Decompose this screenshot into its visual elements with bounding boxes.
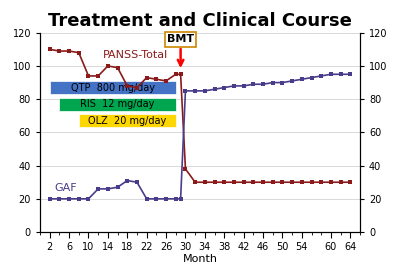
Bar <box>59 97 176 111</box>
Text: PANSS-Total: PANSS-Total <box>103 50 168 60</box>
Text: QTP  800 mg/day: QTP 800 mg/day <box>71 82 155 93</box>
Text: RIS  12 mg/day: RIS 12 mg/day <box>80 99 155 109</box>
X-axis label: Month: Month <box>182 254 218 264</box>
Text: OLZ  20 mg/day: OLZ 20 mg/day <box>88 116 166 126</box>
Title: Treatment and Clinical Course: Treatment and Clinical Course <box>48 12 352 30</box>
Text: GAF: GAF <box>54 183 77 192</box>
Bar <box>79 114 176 127</box>
Bar <box>50 81 176 94</box>
Text: BMT: BMT <box>167 34 194 44</box>
